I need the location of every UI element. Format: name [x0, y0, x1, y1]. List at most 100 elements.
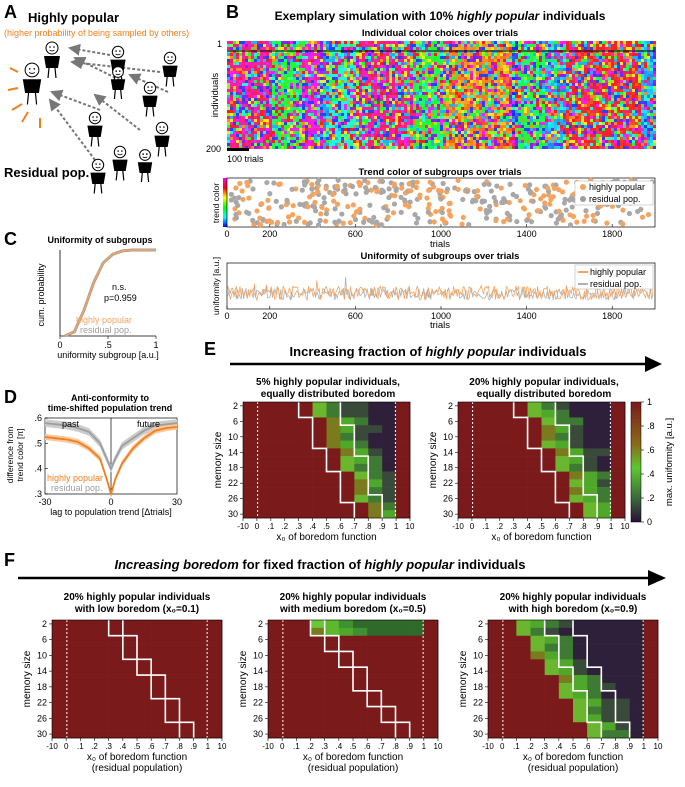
raster-cell	[356, 95, 359, 98]
raster-cell	[530, 134, 533, 137]
raster-cell	[263, 122, 266, 125]
raster-cell	[317, 113, 320, 116]
raster-cell	[350, 119, 353, 122]
raster-cell	[443, 119, 446, 122]
raster-cell	[353, 83, 356, 86]
raster-cell	[572, 107, 575, 110]
raster-cell	[548, 95, 551, 98]
raster-cell	[593, 80, 596, 83]
raster-cell	[500, 137, 503, 140]
raster-cell	[563, 80, 566, 83]
raster-cell	[521, 107, 524, 110]
raster-cell	[386, 56, 389, 59]
raster-cell	[422, 92, 425, 95]
raster-cell	[425, 101, 428, 104]
raster-cell	[371, 107, 374, 110]
raster-cell	[365, 131, 368, 134]
raster-cell	[242, 41, 245, 44]
raster-cell	[476, 134, 479, 137]
raster-cell	[530, 98, 533, 101]
raster-cell	[434, 62, 437, 65]
raster-cell	[557, 131, 560, 134]
raster-cell	[356, 44, 359, 47]
raster-cell	[437, 74, 440, 77]
raster-cell	[596, 140, 599, 143]
raster-cell	[626, 95, 629, 98]
raster-cell	[461, 128, 464, 131]
raster-cell	[284, 101, 287, 104]
raster-cell	[563, 71, 566, 74]
raster-cell	[506, 71, 509, 74]
raster-cell	[368, 62, 371, 65]
raster-cell	[602, 101, 605, 104]
raster-cell	[266, 122, 269, 125]
raster-cell	[368, 53, 371, 56]
raster-cell	[416, 137, 419, 140]
raster-cell	[245, 89, 248, 92]
raster-cell	[383, 122, 386, 125]
raster-cell	[365, 134, 368, 137]
raster-cell	[422, 65, 425, 68]
raster-cell	[596, 143, 599, 146]
raster-cell	[563, 104, 566, 107]
raster-cell	[350, 140, 353, 143]
raster-cell	[353, 71, 356, 74]
raster-cell	[278, 62, 281, 65]
raster-cell	[539, 53, 542, 56]
raster-cell	[461, 86, 464, 89]
raster-cell	[635, 125, 638, 128]
raster-cell	[308, 122, 311, 125]
raster-cell	[413, 107, 416, 110]
raster-cell	[611, 95, 614, 98]
raster-cell	[386, 95, 389, 98]
raster-cell	[233, 80, 236, 83]
raster-cell	[632, 131, 635, 134]
raster-cell	[398, 146, 401, 149]
raster-cell	[578, 86, 581, 89]
raster-cell	[470, 68, 473, 71]
raster-cell	[344, 146, 347, 149]
raster-cell	[398, 122, 401, 125]
raster-cell	[617, 119, 620, 122]
raster-cell	[338, 143, 341, 146]
raster-cell	[278, 101, 281, 104]
raster-cell	[377, 146, 380, 149]
raster-cell	[587, 92, 590, 95]
raster-cell	[515, 71, 518, 74]
raster-cell	[404, 107, 407, 110]
raster-cell	[257, 41, 260, 44]
raster-cell	[353, 86, 356, 89]
raster-cell	[578, 119, 581, 122]
raster-cell	[464, 74, 467, 77]
raster-cell	[347, 125, 350, 128]
raster-cell	[497, 92, 500, 95]
raster-cell	[494, 146, 497, 149]
raster-cell	[335, 83, 338, 86]
raster-cell	[263, 125, 266, 128]
raster-cell	[509, 47, 512, 50]
raster-cell	[494, 89, 497, 92]
raster-cell	[545, 104, 548, 107]
raster-cell	[365, 140, 368, 143]
raster-cell	[251, 92, 254, 95]
raster-cell	[455, 77, 458, 80]
raster-cell	[617, 77, 620, 80]
raster-cell	[257, 116, 260, 119]
raster-cell	[248, 98, 251, 101]
raster-cell	[470, 104, 473, 107]
raster-cell	[368, 59, 371, 62]
raster-cell	[251, 80, 254, 83]
raster-cell	[401, 41, 404, 44]
raster-cell	[533, 53, 536, 56]
raster-cell	[329, 83, 332, 86]
raster-cell	[266, 95, 269, 98]
raster-cell	[347, 131, 350, 134]
raster-cell	[533, 101, 536, 104]
raster-cell	[227, 104, 230, 107]
raster-cell	[413, 71, 416, 74]
raster-cell	[614, 62, 617, 65]
raster-cell	[524, 101, 527, 104]
raster-cell	[392, 74, 395, 77]
raster-cell	[242, 134, 245, 137]
raster-cell	[518, 125, 521, 128]
